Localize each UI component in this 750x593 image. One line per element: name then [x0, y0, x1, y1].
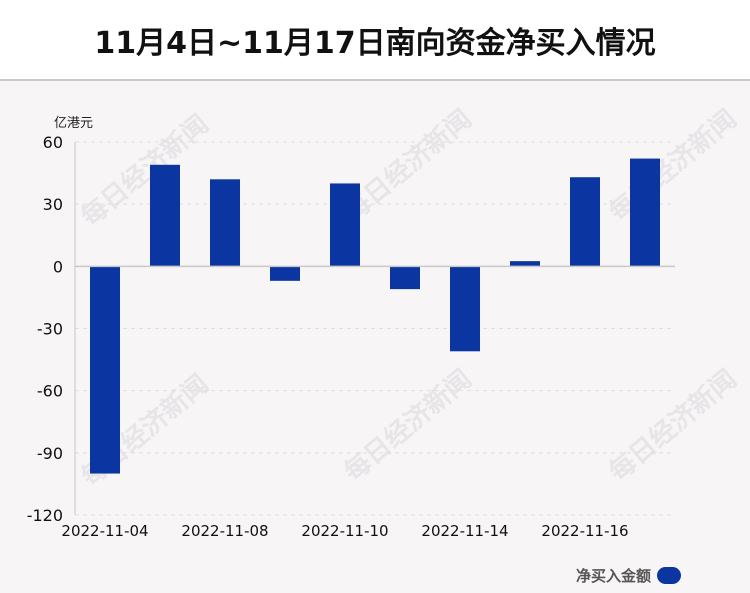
- bar: [630, 158, 660, 267]
- bar: [510, 261, 540, 267]
- x-tick-label: 2022-11-16: [541, 522, 628, 540]
- y-tick-label: 30: [43, 195, 63, 214]
- bar: [390, 266, 420, 290]
- legend-label: 净买入金额: [576, 567, 652, 585]
- title-bar: 11月4日~11月17日南向资金净买入情况: [0, 0, 750, 81]
- legend: 净买入金额: [576, 565, 682, 586]
- legend-swatch: [657, 567, 682, 584]
- chart-title: 11月4日~11月17日南向资金净买入情况: [94, 26, 656, 61]
- y-tick-label: -60: [37, 382, 63, 401]
- x-tick-label: 2022-11-10: [301, 522, 388, 540]
- bar: [450, 266, 480, 352]
- bar: [270, 266, 300, 281]
- x-tick-label: 2022-11-04: [61, 522, 148, 540]
- bar: [570, 177, 600, 267]
- y-tick-label: -30: [37, 320, 63, 339]
- y-tick-label: -120: [27, 506, 63, 525]
- bar: [210, 179, 240, 267]
- y-axis-unit-label: 亿港元: [54, 116, 94, 131]
- bar: [90, 266, 120, 474]
- bar: [150, 164, 180, 267]
- x-tick-label: 2022-11-14: [421, 522, 508, 540]
- x-tick-label: 2022-11-08: [181, 522, 268, 540]
- y-tick-label: -90: [37, 444, 63, 463]
- y-tick-label: 0: [53, 257, 63, 276]
- bar: [330, 183, 360, 267]
- y-tick-label: 60: [43, 133, 63, 152]
